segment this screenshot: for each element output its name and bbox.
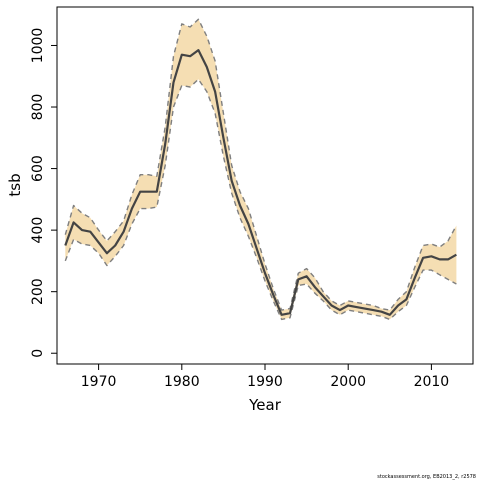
x-tick-label: 1970 — [81, 374, 117, 390]
plot-area — [64, 18, 458, 321]
confidence-band — [65, 19, 457, 320]
x-axis-label: Year — [248, 396, 282, 414]
x-tick-label: 2000 — [330, 374, 366, 390]
y-tick-label: 1000 — [30, 28, 46, 64]
y-tick-label: 800 — [30, 94, 46, 121]
lower-bound-line — [64, 78, 457, 321]
estimate-line — [64, 49, 457, 316]
footnote: stockassessment.org, EB2013_2, r2578 — [377, 474, 476, 480]
y-tick-label: 200 — [30, 278, 46, 305]
upper-bound-line — [64, 18, 458, 311]
y-axis-label: tsb — [6, 173, 24, 196]
y-tick-label: 400 — [30, 217, 46, 244]
x-tick-label: 1990 — [247, 374, 283, 390]
x-tick-label: 2010 — [414, 374, 450, 390]
y-tick-label: 600 — [30, 155, 46, 182]
x-axis: 1970 1980 1990 2000 2010 — [81, 364, 449, 390]
plot-frame — [56, 6, 474, 365]
y-tick-label: 0 — [30, 349, 46, 358]
x-tick-label: 1980 — [164, 374, 200, 390]
y-axis: 0 200 400 600 800 1000 — [30, 28, 57, 358]
